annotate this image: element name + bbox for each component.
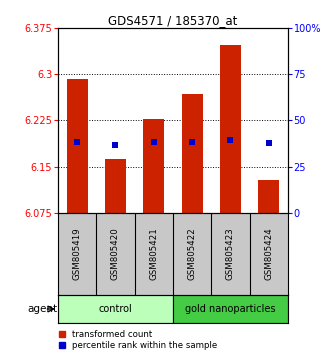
Text: control: control	[99, 304, 132, 314]
Bar	[143, 119, 164, 213]
Text: GSM805422: GSM805422	[188, 228, 197, 280]
Bar	[105, 159, 126, 213]
Text: GSM805423: GSM805423	[226, 228, 235, 280]
Text: agent: agent	[28, 304, 58, 314]
Bar	[58, 295, 173, 323]
Text: GSM805419: GSM805419	[72, 228, 82, 280]
Text: gold nanoparticles: gold nanoparticles	[185, 304, 276, 314]
Bar	[220, 45, 241, 213]
Bar	[173, 295, 288, 323]
Bar	[67, 79, 88, 213]
Title: GDS4571 / 185370_at: GDS4571 / 185370_at	[108, 14, 238, 27]
Text: GSM805421: GSM805421	[149, 228, 158, 280]
Text: GSM805424: GSM805424	[264, 228, 273, 280]
Text: GSM805420: GSM805420	[111, 228, 120, 280]
Legend: transformed count, percentile rank within the sample: transformed count, percentile rank withi…	[59, 330, 217, 350]
Bar	[182, 94, 203, 213]
Bar	[258, 180, 279, 213]
